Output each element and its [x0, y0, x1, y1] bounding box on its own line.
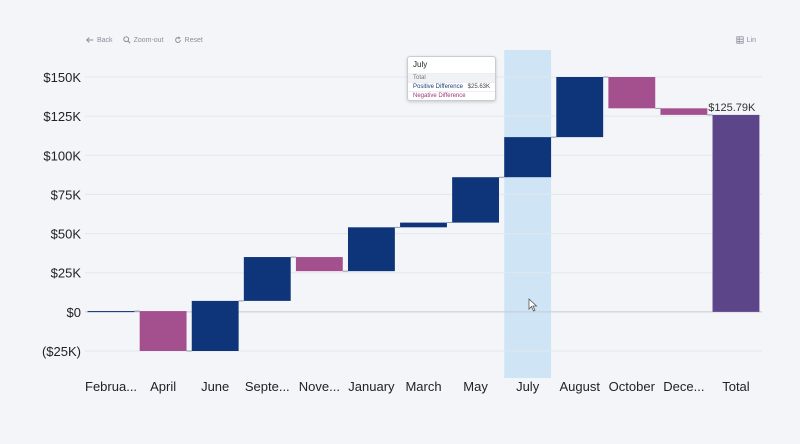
- y-tick-label: $0: [67, 305, 81, 320]
- waterfall-bar: [243, 257, 291, 301]
- waterfall-bar: [347, 227, 395, 272]
- chart-toolbar: Back Zoom-out Reset: [86, 36, 203, 44]
- y-tick-label: $100K: [43, 148, 81, 163]
- waterfall-bar: [139, 311, 187, 351]
- x-tick-label: Februa...: [85, 379, 137, 394]
- waterfall-bar: [504, 137, 552, 178]
- bar-connectors: [134, 76, 713, 352]
- tooltip-row-value: $25.63K: [467, 84, 490, 90]
- waterfall-bar: [660, 108, 708, 115]
- waterfall-bar: [87, 311, 135, 313]
- scale-toggle[interactable]: Lin: [736, 36, 756, 44]
- zoom-out-label: Zoom-out: [133, 36, 164, 44]
- total-data-label: $125.79K: [708, 102, 756, 114]
- waterfall-bar: [712, 114, 760, 312]
- x-tick-label: June: [201, 379, 229, 394]
- x-tick-label: Dece...: [663, 379, 704, 394]
- x-tick-label: January: [348, 379, 395, 394]
- waterfall-bar: [191, 300, 239, 351]
- magnifier-icon: [122, 36, 131, 44]
- mouse-cursor-icon: [528, 298, 538, 312]
- x-tick-label: August: [559, 379, 600, 394]
- y-tick-label: $125K: [43, 109, 81, 124]
- x-tick-label: May: [463, 379, 488, 394]
- tooltip-row-label: Negative Difference: [413, 93, 466, 99]
- y-tick-label: $150K: [43, 70, 81, 85]
- gridlines: [85, 76, 762, 352]
- x-tick-label: Total: [722, 379, 750, 394]
- y-tick-label: $50K: [51, 227, 82, 242]
- waterfall-bar: [608, 77, 656, 109]
- table-icon: [736, 36, 744, 44]
- highlight-band: [504, 50, 552, 378]
- tooltip-row-label: Positive Difference: [413, 84, 463, 90]
- x-axis-ticks: Februa... April June Septe... Nove... January…: [85, 379, 750, 394]
- x-tick-label: April: [150, 379, 176, 394]
- x-tick-label: July: [516, 379, 540, 394]
- back-label: Back: [97, 36, 113, 44]
- tooltip-row-positive: Positive Difference $25.63K: [408, 82, 495, 91]
- waterfall-bar: [400, 222, 447, 228]
- zoom-out-button[interactable]: Zoom-out: [122, 36, 164, 44]
- waterfall-bar: [295, 257, 343, 272]
- waterfall-bar: [556, 77, 604, 138]
- refresh-icon: [174, 36, 181, 43]
- x-tick-label: Nove...: [299, 379, 340, 394]
- x-tick-label: October: [609, 379, 656, 394]
- tooltip-row-label: Total: [413, 75, 426, 81]
- x-tick-label: Septe...: [245, 379, 290, 394]
- chart-tooltip: July Total Positive Difference $25.63K N…: [407, 56, 496, 101]
- waterfall-bar: [452, 177, 500, 223]
- y-axis-ticks: ($25K) $0 $25K $50K $75K $100K $125K $150K: [42, 70, 81, 359]
- reset-label: Reset: [184, 36, 203, 44]
- tooltip-row-negative: Negative Difference: [408, 91, 495, 100]
- y-tick-label: $75K: [51, 187, 82, 202]
- back-arrow-icon: [86, 37, 94, 43]
- data-labels: $125.79K: [708, 102, 756, 114]
- tooltip-row-total: Total: [408, 73, 495, 82]
- y-tick-label: ($25K): [42, 344, 81, 359]
- x-tick-label: March: [405, 379, 441, 394]
- highlight-band-layer: [504, 50, 552, 378]
- bars: [87, 77, 760, 351]
- tooltip-title: July: [413, 60, 428, 69]
- back-button[interactable]: Back: [86, 36, 113, 44]
- y-tick-label: $25K: [51, 266, 82, 281]
- reset-button[interactable]: Reset: [174, 36, 203, 44]
- scale-label: Lin: [746, 36, 756, 44]
